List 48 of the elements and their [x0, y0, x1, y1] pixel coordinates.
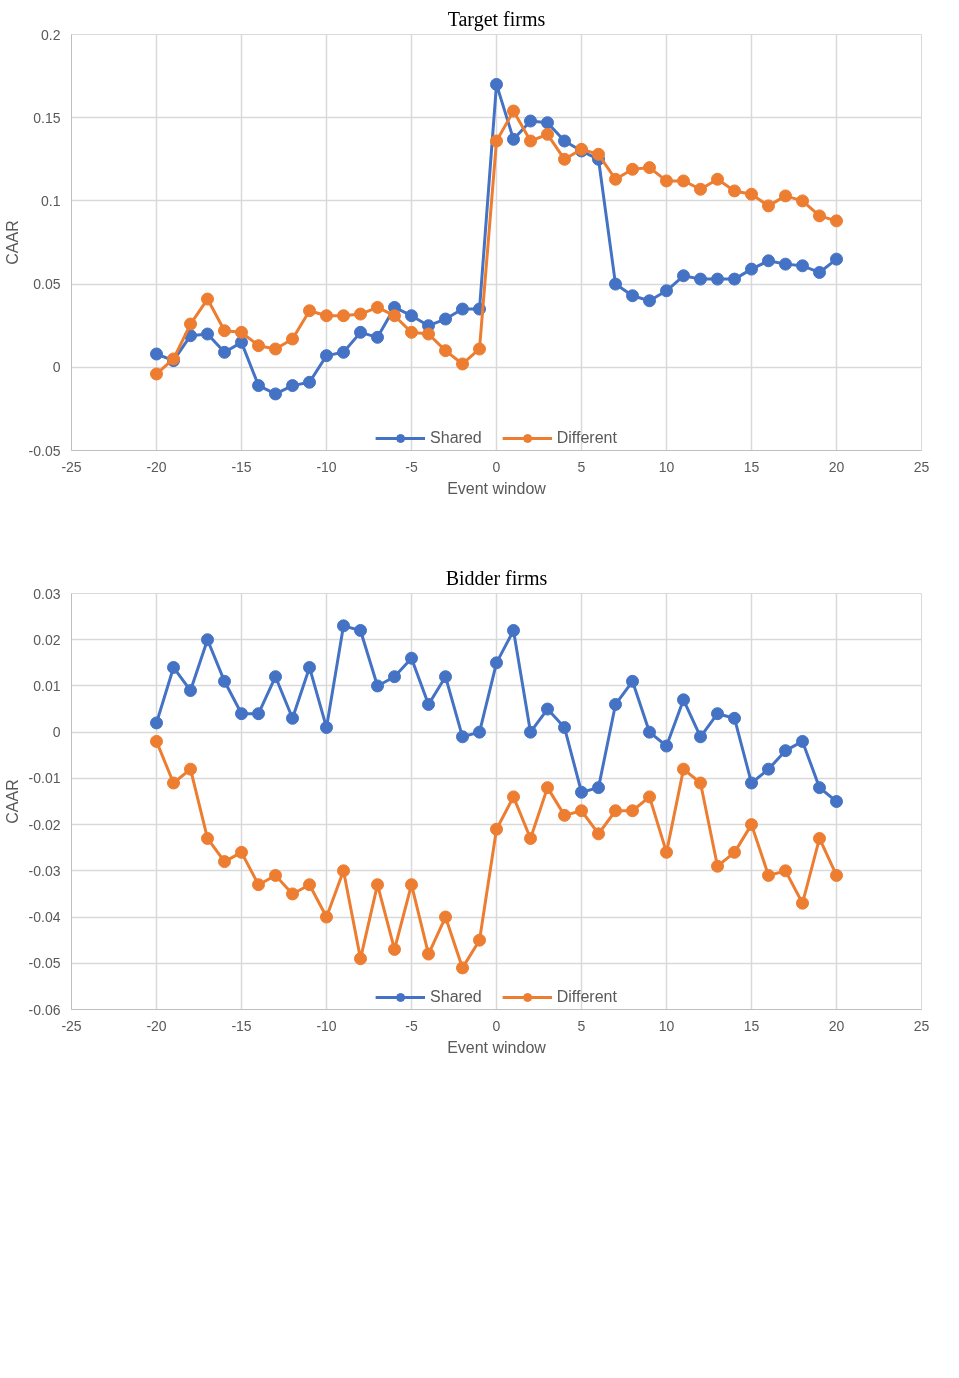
- y-tick-label: 0: [52, 359, 61, 376]
- y-tick-label: -0.02: [28, 816, 61, 833]
- chart-title: Target firms: [447, 7, 546, 31]
- x-tick-label: 15: [743, 1017, 760, 1034]
- x-tick-label: -15: [231, 458, 252, 475]
- y-tick-label: 0.03: [33, 585, 61, 602]
- x-tick-label: -10: [316, 458, 337, 475]
- x-tick-label: 10: [658, 1017, 675, 1034]
- x-axis-title: Event window: [447, 479, 547, 497]
- x-tick-label: 10: [658, 458, 675, 475]
- chart-title: Bidder firms: [445, 566, 548, 589]
- x-tick-label: 0: [492, 458, 501, 475]
- y-tick-label: -0.03: [28, 862, 61, 879]
- y-tick-label: -0.04: [28, 909, 61, 926]
- y-axis-title: CAAR: [3, 220, 21, 265]
- legend-label: Different: [556, 988, 617, 1006]
- x-tick-label: 20: [828, 458, 845, 475]
- x-tick-label: -25: [61, 1017, 82, 1034]
- legend-label: Shared: [430, 429, 482, 447]
- x-tick-label: 5: [577, 458, 586, 475]
- x-tick-label: -5: [405, 1017, 418, 1034]
- y-tick-label: 0.02: [33, 631, 61, 648]
- x-tick-label: 15: [743, 458, 760, 475]
- x-tick-label: -10: [316, 1017, 337, 1034]
- y-tick-label: 0.15: [33, 109, 61, 126]
- legend-label: Different: [556, 429, 617, 447]
- y-tick-label: 0.1: [41, 192, 61, 209]
- x-tick-label: 20: [828, 1017, 845, 1034]
- x-tick-label: 25: [913, 1017, 930, 1034]
- x-tick-label: -25: [61, 458, 82, 475]
- y-axis-title: CAAR: [3, 779, 21, 824]
- y-tick-label: 0.01: [33, 677, 61, 694]
- x-tick-label: -15: [231, 1017, 252, 1034]
- y-tick-label: -0.05: [28, 442, 61, 459]
- legend-label: Shared: [430, 988, 482, 1006]
- x-tick-label: -20: [146, 1017, 167, 1034]
- x-tick-label: -5: [405, 458, 418, 475]
- y-tick-label: -0.01: [28, 770, 61, 787]
- y-tick-label: 0.05: [33, 276, 61, 293]
- y-tick-label: 0: [52, 724, 61, 741]
- y-tick-label: -0.05: [28, 955, 61, 972]
- x-tick-label: 0: [492, 1017, 501, 1034]
- x-tick-label: 25: [913, 458, 930, 475]
- x-tick-label: 5: [577, 1017, 586, 1034]
- x-tick-label: -20: [146, 458, 167, 475]
- y-tick-label: 0.2: [41, 26, 61, 43]
- x-axis-title: Event window: [447, 1038, 547, 1056]
- y-tick-label: -0.06: [28, 1001, 61, 1018]
